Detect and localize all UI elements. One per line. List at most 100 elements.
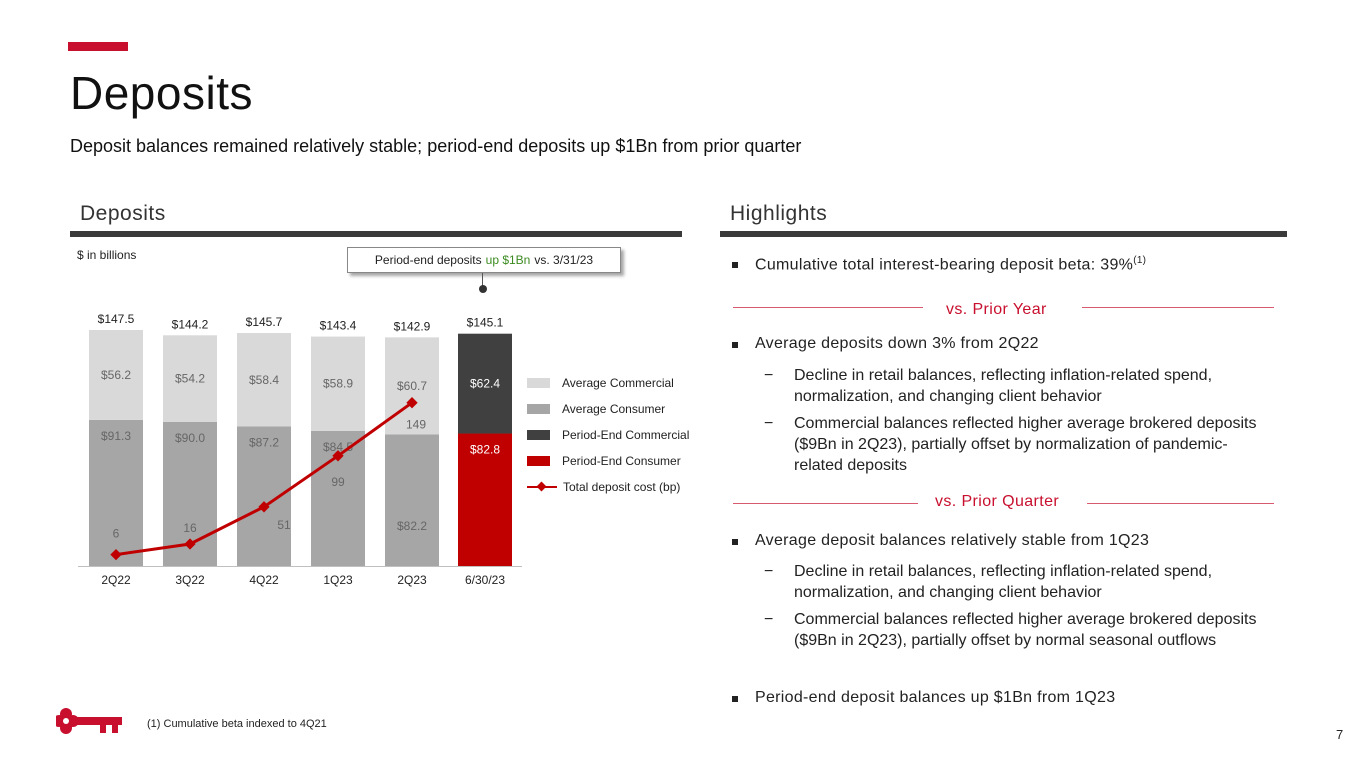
dash-marker: −: [764, 415, 774, 432]
bar-total-label: $142.9: [394, 319, 431, 333]
units-label: $ in billions: [77, 248, 137, 262]
page-title: Deposits: [70, 67, 253, 119]
bar-total-label: $143.4: [320, 319, 357, 333]
chart-legend: Average Commercial Average Consumer Peri…: [527, 370, 689, 500]
sub-bullet: − Commercial balances reflected higher a…: [764, 609, 1264, 651]
bullet-period-end: Period-end deposit balances up $1Bn from…: [730, 689, 1115, 707]
bar-average-commercial: [237, 333, 291, 427]
bar-total-label: $147.5: [98, 312, 135, 326]
deposit-cost-label: 51: [277, 518, 291, 532]
legend-label: Average Consumer: [562, 402, 666, 416]
bar-label-period-end-consumer: $82.8: [470, 443, 500, 457]
deposit-cost-label: 149: [406, 418, 426, 432]
page-number: 7: [1336, 727, 1344, 742]
legend-swatch: [527, 456, 550, 466]
highlights-section-rule: [720, 231, 1287, 237]
sub-bullet: − Commercial balances reflected higher a…: [764, 413, 1264, 476]
footnote: (1) Cumulative beta indexed to 4Q21: [147, 718, 327, 730]
deposit-cost-label: 6: [113, 527, 120, 541]
dash-marker: −: [764, 563, 774, 580]
deposit-cost-label: 99: [331, 475, 345, 489]
legend-label: Period-End Commercial: [562, 428, 690, 442]
deposit-cost-label: 16: [183, 521, 197, 535]
divider-line: [733, 307, 923, 308]
bullet-marker: [732, 539, 738, 545]
bullet-text: Cumulative total interest-bearing deposi…: [755, 256, 1134, 274]
bar-total-label: $145.1: [467, 316, 504, 330]
bar-average-consumer: [89, 419, 143, 566]
bar-label-commercial: $60.7: [397, 379, 427, 393]
dash-marker: −: [764, 611, 774, 628]
x-tick-label: 6/30/23: [465, 573, 505, 587]
bar-period-end-consumer: [458, 433, 512, 566]
sub-bullet-text: Commercial balances reflected higher ave…: [794, 611, 1257, 649]
footnote-ref: (1): [1133, 255, 1147, 266]
bullet-text: Average deposit balances relatively stab…: [755, 532, 1150, 549]
key-logo-icon: [56, 708, 122, 734]
bar-label-period-end-commercial: $62.4: [470, 377, 500, 391]
legend-average-consumer: Average Consumer: [527, 396, 689, 422]
legend-period-end-commercial: Period-End Commercial: [527, 422, 689, 448]
bullet-marker: [732, 342, 738, 348]
x-tick-label: 4Q22: [249, 573, 279, 587]
bullet-text: Period-end deposit balances up $1Bn from…: [755, 689, 1116, 706]
legend-average-commercial: Average Commercial: [527, 370, 689, 396]
sub-bullet-text: Decline in retail balances, reflecting i…: [794, 563, 1213, 601]
period-end-callout: Period-end deposits up $1Bn vs. 3/31/23: [347, 247, 621, 273]
callout-pre: Period-end deposits: [374, 253, 482, 267]
x-tick-label: 2Q22: [101, 573, 131, 587]
bar-average-commercial: [311, 336, 365, 431]
callout-highlight: up $1Bn: [485, 253, 531, 267]
divider-prior-quarter: vs. Prior Quarter: [935, 493, 1060, 510]
title-accent-bar: [68, 42, 128, 51]
deposit-cost-point: [184, 538, 196, 550]
legend-swatch: [527, 430, 550, 440]
bullet-marker: [732, 262, 738, 268]
bullet-deposit-beta: Cumulative total interest-bearing deposi…: [730, 255, 1146, 274]
bar-period-end-commercial: [458, 333, 512, 434]
bar-label-commercial: $58.4: [249, 373, 279, 387]
deposits-section-rule: [70, 231, 682, 237]
divider-line: [1082, 307, 1274, 308]
legend-swatch: [527, 378, 550, 388]
bar-average-consumer: [385, 434, 439, 566]
bar-total-label: $144.2: [172, 317, 209, 331]
callout-dot: [479, 285, 487, 293]
bar-label-consumer: $90.0: [175, 431, 205, 445]
sub-bullet: − Decline in retail balances, reflecting…: [764, 561, 1264, 603]
bar-average-consumer: [237, 426, 291, 566]
legend-deposit-cost: Total deposit cost (bp): [527, 474, 689, 500]
legend-label: Period-End Consumer: [562, 454, 681, 468]
legend-label: Total deposit cost (bp): [563, 480, 681, 494]
divider-line: [733, 503, 918, 504]
bar-average-commercial: [163, 335, 217, 422]
page-subtitle: Deposit balances remained relatively sta…: [70, 136, 802, 156]
bar-average-commercial: [385, 337, 439, 435]
legend-label: Average Commercial: [562, 376, 674, 390]
deposit-cost-point: [258, 501, 270, 513]
callout-stem: [482, 273, 483, 287]
bar-label-consumer: $87.2: [249, 435, 279, 449]
bar-label-consumer: $91.3: [101, 429, 131, 443]
deposit-cost-point: [332, 450, 344, 462]
legend-swatch: [527, 404, 550, 414]
sub-bullet-text: Commercial balances reflected higher ave…: [794, 415, 1257, 474]
sub-bullet-text: Decline in retail balances, reflecting i…: [794, 367, 1213, 405]
bar-label-commercial: $56.2: [101, 368, 131, 382]
bar-label-commercial: $58.9: [323, 377, 353, 391]
divider-line: [1087, 503, 1274, 504]
highlights-section-heading: Highlights: [730, 202, 828, 225]
deposits-chart: $91.3 $56.2 $147.5 2Q22 $90.0 $54.2 $144.2 3Q22…: [78, 312, 522, 587]
bullet-average-deposits: Average deposits down 3% from 2Q22: [730, 335, 1039, 353]
dash-marker: −: [764, 367, 774, 384]
x-tick-label: 2Q23: [397, 573, 427, 587]
x-tick-label: 1Q23: [323, 573, 353, 587]
deposits-section-heading: Deposits: [80, 202, 166, 225]
sub-bullet: − Decline in retail balances, reflecting…: [764, 365, 1264, 407]
bullet-text: Average deposits down 3% from 2Q22: [755, 335, 1039, 352]
callout-post: vs. 3/31/23: [534, 253, 594, 267]
bullet-marker: [732, 696, 738, 702]
bar-average-commercial: [89, 330, 143, 420]
legend-period-end-consumer: Period-End Consumer: [527, 448, 689, 474]
x-tick-label: 3Q22: [175, 573, 205, 587]
